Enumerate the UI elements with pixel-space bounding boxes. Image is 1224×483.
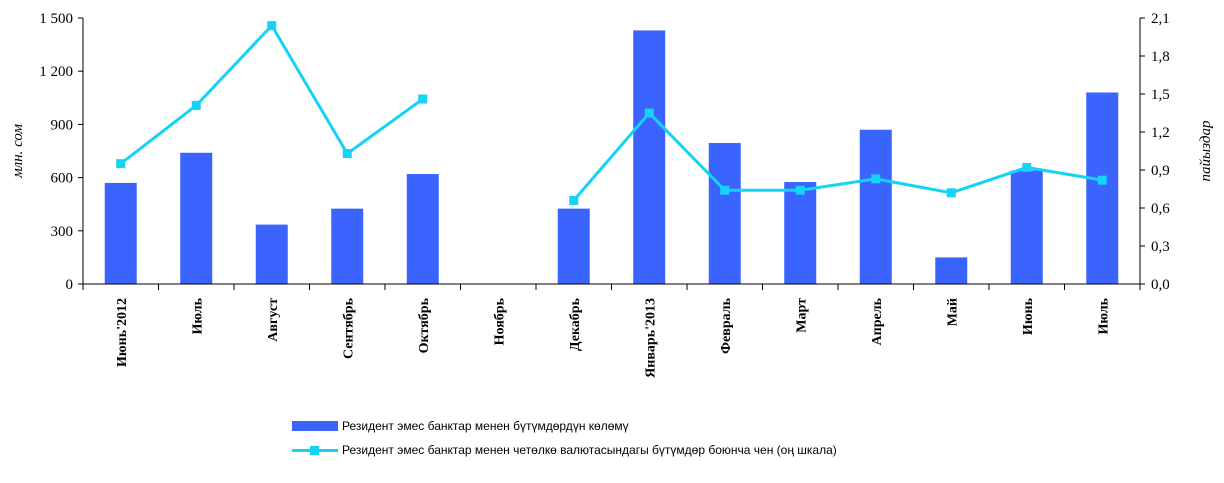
- bar: [557, 208, 590, 284]
- bar: [708, 143, 741, 284]
- line-segment: [572, 110, 1103, 202]
- bar: [784, 182, 817, 284]
- right-axis-title: пайыздар: [1198, 120, 1214, 181]
- line-marker: [418, 94, 428, 104]
- right-tick-label: 1,8: [1151, 49, 1170, 65]
- axes: [82, 18, 1141, 290]
- legend-line-swatch: [292, 445, 338, 455]
- legend-label-bars: Резидент эмес банктар менен бүтүмдөрдүн …: [342, 419, 629, 433]
- bar: [331, 208, 364, 284]
- category-label: Июль: [190, 297, 205, 334]
- right-tick-label: 1,2: [1151, 125, 1170, 141]
- legend: Резидент эмес банктар менен бүтүмдөрдүн …: [292, 416, 837, 464]
- category-label: Июнь: [1021, 297, 1036, 335]
- category-label: Январь'2013: [643, 298, 658, 378]
- category-label: Июнь'2012: [115, 298, 130, 367]
- right-axis-ticks: 0,0 0,3 0,6 0,9 1,2 1,5 1,8 2,1: [1140, 11, 1170, 293]
- category-label: Декабрь: [568, 297, 583, 351]
- line-marker: [1097, 175, 1107, 185]
- right-tick-label: 0,6: [1151, 201, 1170, 217]
- bar: [104, 182, 137, 284]
- legend-item-bars: Резидент эмес банктар менен бүтүмдөрдүн …: [292, 416, 837, 436]
- category-labels: Июнь'2012 Июль Август Сентябрь Октябрь Ноябрь…: [115, 297, 1112, 377]
- line-marker: [946, 188, 956, 198]
- left-tick-label: 1 500: [39, 11, 73, 27]
- category-label: Март: [794, 298, 809, 333]
- bar: [1086, 92, 1119, 284]
- category-label: Ноябрь: [492, 297, 507, 345]
- right-tick-label: 2,1: [1151, 11, 1170, 27]
- left-tick-label: 600: [51, 171, 74, 187]
- right-tick-label: 1,5: [1151, 87, 1170, 103]
- legend-item-line: Резидент эмес банктар менен четөлкө валю…: [292, 440, 837, 460]
- category-label: Июль: [1096, 297, 1111, 334]
- line-marker: [1022, 162, 1032, 172]
- left-tick-label: 300: [51, 224, 74, 240]
- line-marker: [342, 149, 352, 159]
- line-marker: [720, 185, 730, 195]
- line-segment: [119, 23, 424, 165]
- category-label: Май: [945, 298, 960, 326]
- left-axis-title: млн. сом: [10, 124, 26, 179]
- left-axis-ticks: 0 300 600 900 1 200 1 500: [39, 11, 83, 293]
- bar: [406, 174, 439, 284]
- bar: [255, 224, 288, 284]
- line-marker: [795, 185, 805, 195]
- legend-label-line: Резидент эмес банктар менен четөлкө валю…: [342, 443, 837, 457]
- line-series: [116, 21, 1107, 205]
- line-marker: [116, 159, 126, 169]
- bar: [633, 30, 666, 285]
- bar: [1010, 170, 1043, 284]
- bar: [859, 129, 892, 284]
- left-tick-label: 900: [51, 117, 74, 133]
- category-label: Октябрь: [417, 297, 432, 353]
- line-marker: [191, 100, 201, 110]
- category-label: Апрель: [870, 297, 885, 345]
- left-tick-label: 1 200: [39, 64, 73, 80]
- bar: [180, 152, 213, 284]
- right-tick-label: 0,9: [1151, 163, 1170, 179]
- line-marker: [871, 174, 881, 184]
- category-label: Август: [266, 298, 281, 342]
- chart: 0 300 600 900 1 200 1 500 0,0 0,3 0,6 0,9 1,2 1,5 1…: [10, 11, 1214, 378]
- line-marker: [267, 21, 277, 31]
- right-tick-label: 0,3: [1151, 239, 1170, 255]
- right-tick-label: 0,0: [1151, 277, 1170, 293]
- category-label: Февраль: [719, 297, 734, 354]
- legend-bar-swatch: [292, 421, 338, 431]
- category-label: Сентябрь: [341, 297, 356, 359]
- line-marker: [569, 195, 579, 205]
- bar: [935, 257, 968, 284]
- line-marker: [644, 108, 654, 118]
- left-tick-label: 0: [66, 277, 74, 293]
- bar-series: [104, 30, 1119, 285]
